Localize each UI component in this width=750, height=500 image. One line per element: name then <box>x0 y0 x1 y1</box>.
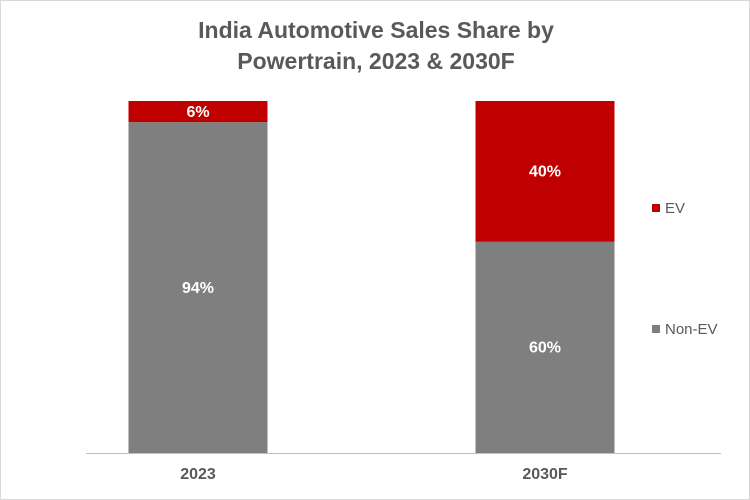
legend-label: Non-EV <box>665 321 718 338</box>
bar-segment <box>128 122 268 454</box>
bar-segment <box>128 101 268 123</box>
bar-segment <box>475 101 615 242</box>
legend-label: EV <box>665 200 685 217</box>
data-label: 40% <box>529 164 561 181</box>
bar-segment <box>475 241 615 453</box>
legend-marker <box>652 204 660 212</box>
data-label: 6% <box>186 104 209 121</box>
x-tick-label: 2030F <box>522 466 568 483</box>
legend-marker <box>652 325 660 333</box>
chart-title: India Automotive Sales Share by Powertra… <box>198 17 554 74</box>
data-label: 94% <box>182 280 214 297</box>
x-tick-label: 2023 <box>180 466 216 483</box>
data-label: 60% <box>529 340 561 357</box>
